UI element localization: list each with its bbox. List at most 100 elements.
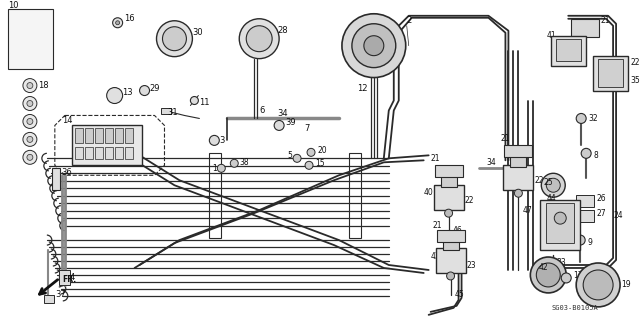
Bar — [59, 270, 70, 285]
Text: 45: 45 — [454, 290, 465, 300]
Text: 9: 9 — [587, 238, 592, 247]
Bar — [105, 129, 113, 143]
Bar — [504, 165, 533, 190]
Circle shape — [23, 78, 37, 93]
Bar — [115, 129, 123, 143]
Circle shape — [140, 85, 150, 95]
Text: 26: 26 — [596, 194, 606, 203]
Bar — [511, 155, 526, 167]
Bar — [209, 153, 221, 238]
Bar — [84, 129, 93, 143]
Text: 24: 24 — [613, 211, 623, 220]
Circle shape — [23, 115, 37, 129]
Bar — [445, 230, 456, 240]
Bar — [440, 175, 456, 187]
Bar — [115, 147, 123, 159]
Bar — [84, 147, 93, 159]
Text: 33: 33 — [556, 257, 566, 266]
Circle shape — [27, 83, 33, 89]
Text: 21: 21 — [600, 16, 610, 25]
Bar — [161, 108, 172, 115]
Circle shape — [209, 135, 220, 145]
Circle shape — [27, 154, 33, 160]
Circle shape — [23, 97, 37, 110]
Text: 22: 22 — [630, 58, 639, 67]
Bar — [436, 230, 465, 242]
Circle shape — [576, 263, 620, 307]
Bar — [434, 185, 463, 210]
Text: 31: 31 — [168, 108, 178, 117]
Circle shape — [352, 24, 396, 68]
Text: 44: 44 — [547, 194, 556, 203]
Text: 25: 25 — [543, 178, 553, 187]
Bar — [547, 203, 574, 243]
Circle shape — [27, 118, 33, 124]
Text: 32: 32 — [588, 114, 598, 123]
Text: 21: 21 — [500, 134, 510, 143]
Bar — [75, 129, 83, 143]
Text: 34: 34 — [277, 109, 288, 118]
Text: 3: 3 — [220, 136, 225, 145]
Text: 42: 42 — [538, 263, 548, 272]
Text: 11: 11 — [200, 98, 210, 107]
Bar — [572, 19, 599, 37]
Text: 12: 12 — [357, 84, 367, 93]
Text: 36: 36 — [61, 168, 72, 177]
Circle shape — [576, 114, 586, 123]
Text: 35: 35 — [630, 76, 640, 85]
Text: 21: 21 — [433, 221, 442, 230]
Circle shape — [27, 137, 33, 142]
Bar — [75, 147, 83, 159]
Bar — [105, 147, 113, 159]
Circle shape — [163, 27, 186, 51]
Text: 29: 29 — [150, 84, 160, 93]
Circle shape — [541, 173, 565, 197]
Bar — [513, 147, 524, 157]
Circle shape — [515, 189, 522, 197]
Circle shape — [218, 164, 225, 172]
Bar — [556, 39, 581, 61]
Circle shape — [293, 154, 301, 162]
Text: 30: 30 — [193, 28, 203, 37]
Text: 14: 14 — [62, 116, 72, 125]
Text: 19: 19 — [621, 280, 630, 289]
Text: 40: 40 — [424, 188, 433, 197]
Text: SG03-B0105A: SG03-B0105A — [551, 305, 598, 311]
Text: 16: 16 — [124, 14, 134, 23]
Bar — [95, 147, 102, 159]
Circle shape — [116, 21, 120, 25]
Bar — [95, 129, 102, 143]
Text: 13: 13 — [122, 88, 132, 97]
Circle shape — [547, 178, 560, 192]
Circle shape — [531, 257, 566, 293]
Bar — [443, 167, 454, 177]
Circle shape — [581, 148, 591, 158]
Bar — [436, 248, 465, 273]
Bar — [504, 145, 532, 157]
Circle shape — [307, 148, 315, 156]
Text: 18: 18 — [38, 81, 49, 90]
Text: 8: 8 — [593, 151, 598, 160]
Circle shape — [305, 161, 313, 169]
Text: 22: 22 — [534, 176, 544, 185]
Circle shape — [575, 235, 585, 245]
Text: 2: 2 — [407, 16, 412, 25]
Text: 38: 38 — [239, 158, 249, 167]
Bar — [72, 125, 141, 165]
Text: 20: 20 — [317, 146, 326, 155]
Bar — [576, 195, 594, 207]
Circle shape — [23, 132, 37, 146]
Circle shape — [239, 19, 279, 59]
Bar — [443, 238, 459, 250]
Bar — [52, 168, 60, 190]
Text: 39: 39 — [285, 118, 296, 127]
Bar — [125, 129, 132, 143]
Bar — [540, 200, 580, 250]
Circle shape — [364, 36, 384, 56]
Text: 4: 4 — [70, 273, 75, 282]
Text: 47: 47 — [522, 206, 532, 215]
Text: 7: 7 — [304, 124, 309, 133]
Circle shape — [583, 270, 613, 300]
Circle shape — [561, 273, 572, 283]
Text: 28: 28 — [277, 26, 288, 35]
